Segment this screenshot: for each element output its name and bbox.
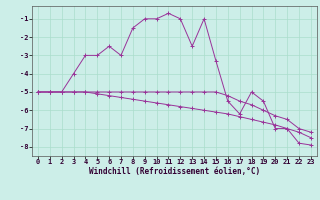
X-axis label: Windchill (Refroidissement éolien,°C): Windchill (Refroidissement éolien,°C) (89, 167, 260, 176)
